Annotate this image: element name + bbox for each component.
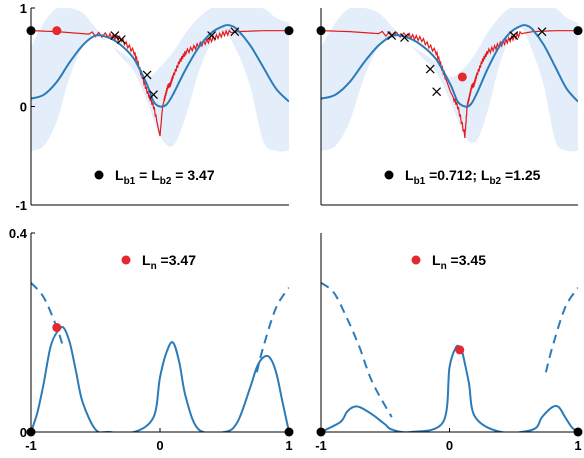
sample-marker (387, 31, 397, 41)
sample-marker (509, 31, 519, 41)
boundary-point (284, 26, 294, 36)
sample-marker (149, 90, 158, 100)
boundary-point (573, 26, 583, 36)
legend-subscript: n (441, 261, 447, 272)
y-tick-label: 0 (20, 100, 27, 115)
legend-label: Ln =3.47 (142, 252, 196, 272)
plot-area (321, 281, 578, 432)
acquisition-dashed-line (321, 281, 393, 418)
panel-bottom-right: -1 0 1 Ln =3.45 (315, 233, 583, 453)
plot-area (31, 282, 289, 432)
confidence-band (31, 8, 289, 152)
legend-text: L (142, 252, 151, 268)
y-tick-label: -1 (15, 198, 27, 213)
legend-marker (94, 170, 104, 180)
sample-marker (400, 33, 409, 42)
acquisition-dashed-line (255, 287, 289, 373)
legend-text: =3.47 (157, 252, 197, 268)
acquisition-line (321, 344, 578, 432)
query-point (52, 323, 62, 333)
legend-subscript: n (151, 261, 157, 272)
sample-marker (230, 27, 240, 37)
y-tick-label: 0.4 (9, 226, 28, 241)
model-mean-line (321, 24, 578, 108)
x-tick-label: 1 (285, 438, 292, 453)
query-point (52, 26, 62, 36)
legend-subscript: b1 (124, 176, 136, 187)
panel-top-right: Lb1 =0.712; Lb2 =1.25 (316, 8, 583, 206)
sample-marker (425, 64, 435, 74)
sample-marker (142, 70, 152, 80)
legend-text: =0.712; L (425, 167, 490, 183)
x-tick-label: 1 (574, 438, 581, 453)
x-tick-label: -1 (315, 438, 327, 453)
legend-label: Ln =3.45 (432, 252, 486, 272)
y-tick-label: 1 (20, 1, 27, 16)
legend-text: = 3.47 (171, 167, 214, 183)
acquisition-dashed-line (544, 287, 578, 373)
legend-subscript: b1 (414, 176, 426, 187)
legend-marker (411, 255, 421, 265)
legend-text: = L (135, 167, 160, 183)
sample-marker (116, 35, 126, 44)
legend-label: Lb1 =0.712; Lb2 =1.25 (405, 167, 541, 187)
acquisition-dashed-line (31, 282, 65, 348)
panel-top-left: -1 0 1 Lb1 = Lb2 = 3.47 (15, 1, 294, 213)
plot-area (321, 8, 578, 152)
legend-text: L (115, 167, 124, 183)
legend-subscript: b2 (160, 176, 172, 187)
legend-marker (121, 255, 131, 265)
x-tick-label: -1 (25, 438, 37, 453)
sample-marker (110, 31, 120, 41)
legend-text: =3.45 (447, 252, 487, 268)
legend-text: L (432, 252, 441, 268)
legend-text: L (405, 167, 414, 183)
legend-subscript: b2 (489, 176, 501, 187)
legend-text: =1.25 (501, 167, 541, 183)
panel-bottom-left: 00.4-1 0 1Ln =3.47 (9, 226, 294, 453)
acquisition-line (31, 326, 289, 432)
legend-label: Lb1 = Lb2 = 3.47 (115, 167, 215, 187)
confidence-band (321, 8, 578, 152)
y-tick-label: 0 (20, 425, 27, 440)
legend-marker (384, 170, 394, 180)
sample-marker (207, 31, 217, 41)
model-mean-line (31, 24, 289, 108)
sample-marker (537, 27, 547, 37)
sample-marker (432, 87, 442, 97)
x-tick-label: 0 (446, 438, 453, 453)
plot-area (31, 8, 289, 152)
query-point (455, 345, 465, 355)
x-tick-label: 0 (156, 438, 163, 453)
query-point (457, 72, 467, 82)
